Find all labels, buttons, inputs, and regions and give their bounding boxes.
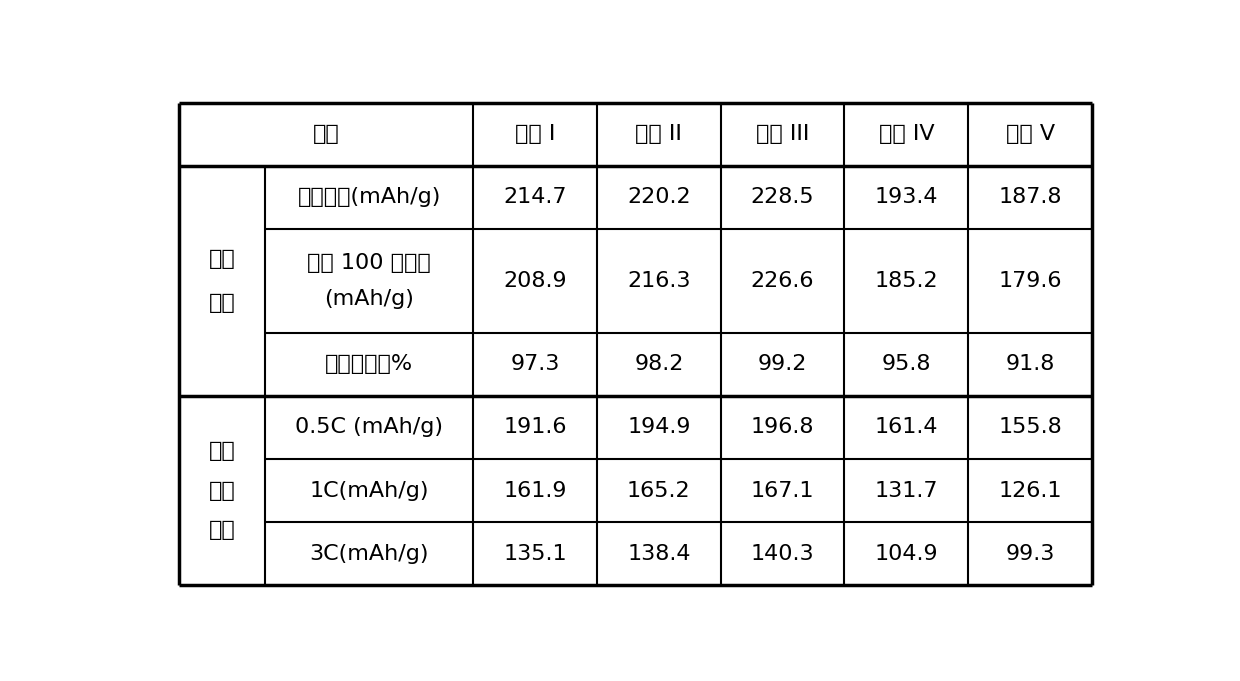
Text: 214.7: 214.7 (503, 187, 567, 207)
Text: 循环 100 周容量
(mAh/g): 循环 100 周容量 (mAh/g) (308, 253, 432, 309)
Text: 140.3: 140.3 (750, 543, 815, 564)
Text: 电池 IV: 电池 IV (878, 124, 934, 144)
Text: 97.3: 97.3 (511, 354, 559, 375)
Text: 0.5C (mAh/g): 0.5C (mAh/g) (295, 417, 443, 437)
Text: 228.5: 228.5 (750, 187, 815, 207)
Text: 99.2: 99.2 (758, 354, 807, 375)
Text: 193.4: 193.4 (874, 187, 939, 207)
Text: 3C(mAh/g): 3C(mAh/g) (310, 543, 429, 564)
Text: 226.6: 226.6 (751, 271, 815, 291)
Text: 165.2: 165.2 (627, 481, 691, 501)
Text: 191.6: 191.6 (503, 417, 567, 437)
Text: 187.8: 187.8 (998, 187, 1061, 207)
Text: 初始容量(mAh/g): 初始容量(mAh/g) (298, 187, 441, 207)
Text: 179.6: 179.6 (998, 271, 1061, 291)
Text: 容量保持率%: 容量保持率% (325, 354, 413, 375)
Text: 组别: 组别 (312, 124, 340, 144)
Text: 1C(mAh/g): 1C(mAh/g) (310, 481, 429, 501)
Text: 98.2: 98.2 (634, 354, 683, 375)
Text: 104.9: 104.9 (874, 543, 939, 564)
Text: 电池 III: 电池 III (756, 124, 810, 144)
Text: 电池 I: 电池 I (515, 124, 556, 144)
Text: 电池 II: 电池 II (635, 124, 682, 144)
Text: 208.9: 208.9 (503, 271, 567, 291)
Text: 138.4: 138.4 (627, 543, 691, 564)
Text: 126.1: 126.1 (998, 481, 1061, 501)
Text: 155.8: 155.8 (998, 417, 1061, 437)
Text: 电池 V: 电池 V (1006, 124, 1055, 144)
Text: 循环
测试: 循环 测试 (208, 249, 236, 313)
Text: 131.7: 131.7 (874, 481, 939, 501)
Text: 167.1: 167.1 (751, 481, 815, 501)
Text: 185.2: 185.2 (874, 271, 939, 291)
Text: 216.3: 216.3 (627, 271, 691, 291)
Text: 99.3: 99.3 (1006, 543, 1055, 564)
Text: 194.9: 194.9 (627, 417, 691, 437)
Text: 95.8: 95.8 (882, 354, 931, 375)
Text: 161.9: 161.9 (503, 481, 567, 501)
Text: 91.8: 91.8 (1006, 354, 1055, 375)
Text: 161.4: 161.4 (874, 417, 939, 437)
Text: 135.1: 135.1 (503, 543, 567, 564)
Text: 196.8: 196.8 (751, 417, 815, 437)
Text: 220.2: 220.2 (627, 187, 691, 207)
Text: 倍率
放电
测试: 倍率 放电 测试 (208, 441, 236, 540)
